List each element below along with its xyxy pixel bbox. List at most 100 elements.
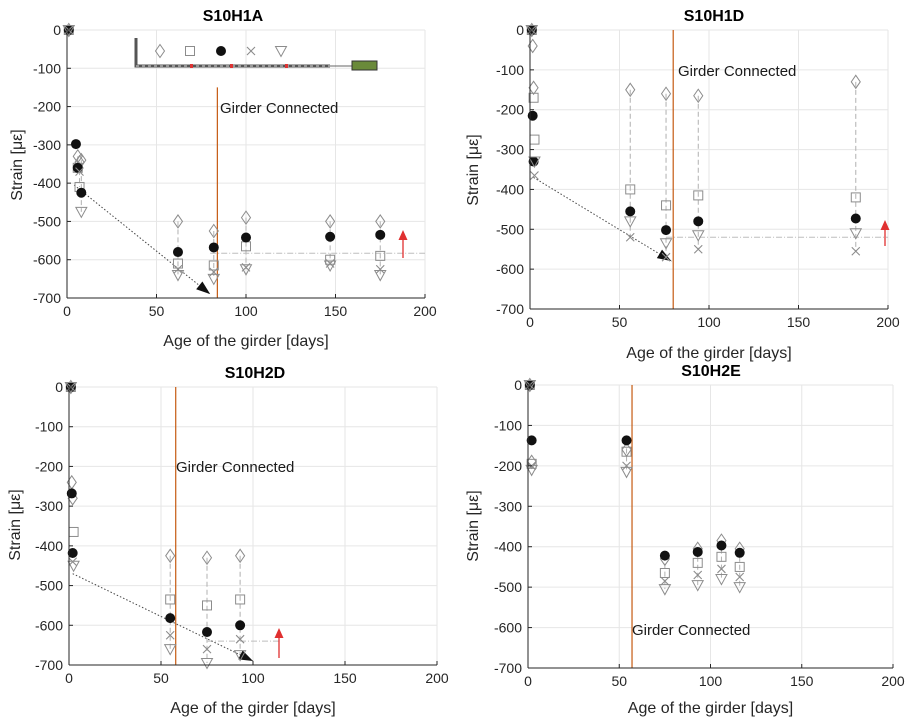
x-tick-label: 50 bbox=[153, 670, 169, 686]
y-tick-label: -500 bbox=[494, 579, 522, 595]
y-tick-label: 0 bbox=[516, 22, 524, 38]
data-point-filled-circle bbox=[375, 229, 386, 240]
data-point-x bbox=[173, 264, 183, 274]
gauge-marker bbox=[285, 64, 288, 68]
data-point-x bbox=[530, 171, 539, 180]
x-axis-label: Age of the girder [days] bbox=[626, 345, 791, 362]
data-point-filled-circle bbox=[208, 242, 219, 253]
data-point-triangle-down bbox=[733, 582, 747, 594]
data-point-square bbox=[661, 200, 672, 211]
data-point-triangle-down bbox=[67, 560, 80, 573]
data-point-square bbox=[526, 458, 537, 469]
data-point-triangle-down bbox=[200, 658, 214, 670]
y-tick-label: -300 bbox=[35, 498, 63, 514]
data-point-triangle-down bbox=[691, 230, 705, 242]
y-tick-label: 0 bbox=[514, 377, 522, 393]
data-point-filled-circle bbox=[716, 540, 727, 551]
sensor-box bbox=[351, 60, 378, 71]
data-point-filled-circle bbox=[241, 232, 251, 243]
gauge-marker bbox=[190, 64, 193, 68]
chart-title: S10H1A bbox=[203, 8, 264, 25]
data-point-filled-circle bbox=[692, 546, 703, 557]
data-point-triangle-down bbox=[62, 25, 76, 37]
data-point-triangle-down bbox=[525, 25, 539, 37]
trend-line bbox=[533, 177, 672, 262]
data-point-triangle-down bbox=[233, 650, 247, 662]
y-tick-label: -700 bbox=[33, 290, 61, 306]
data-point-square bbox=[850, 192, 861, 203]
data-point-filled-circle bbox=[165, 613, 176, 624]
data-point-triangle-down bbox=[691, 580, 705, 592]
chart-panel-2: 0 50 100 150 200 0 -100 -200 -300 -400 -500 -600 -70… bbox=[465, 8, 900, 362]
data-point-x bbox=[735, 572, 745, 582]
y-tick-label: -300 bbox=[33, 137, 61, 153]
data-point-filled-circle bbox=[76, 187, 87, 198]
data-point-square bbox=[659, 567, 670, 578]
y-tick-label: -200 bbox=[494, 458, 522, 474]
data-point-filled-circle bbox=[67, 548, 78, 559]
y-tick-label: -700 bbox=[35, 657, 63, 673]
y-tick-label: 0 bbox=[55, 379, 63, 395]
data-point-square bbox=[202, 600, 212, 611]
data-point-triangle-down bbox=[171, 270, 185, 282]
x-tick-label: 0 bbox=[524, 673, 532, 689]
y-tick-label: -700 bbox=[496, 301, 524, 317]
y-tick-label: -500 bbox=[496, 221, 524, 237]
data-point-square bbox=[693, 190, 704, 201]
y-tick-label: -300 bbox=[494, 498, 522, 514]
data-point-filled-circle bbox=[172, 247, 183, 258]
data-point-triangle-down bbox=[528, 156, 541, 169]
data-point-triangle-down bbox=[323, 260, 337, 272]
red-arrow-head bbox=[274, 628, 284, 638]
data-point-square bbox=[208, 260, 219, 271]
data-point-triangle-down bbox=[620, 466, 633, 479]
chart-title: S10H1D bbox=[684, 8, 744, 25]
y-axis-label: Strain [με] bbox=[7, 489, 24, 560]
y-tick-label: -400 bbox=[35, 538, 63, 554]
y-tick-label: -500 bbox=[33, 213, 61, 229]
data-point-triangle-down bbox=[373, 270, 387, 282]
x-tick-label: 100 bbox=[241, 670, 265, 686]
data-point-filled-circle bbox=[734, 547, 745, 558]
data-point-filled-circle bbox=[235, 620, 246, 631]
data-point-square bbox=[734, 561, 745, 572]
girder-connected-label: Girder Connected bbox=[678, 63, 796, 80]
data-point-filled-circle bbox=[621, 435, 632, 446]
data-point-triangle-down bbox=[623, 216, 637, 228]
data-point-diamond bbox=[172, 214, 184, 229]
data-point-square bbox=[528, 92, 539, 103]
data-point-triangle-down bbox=[64, 382, 78, 394]
y-tick-label: -100 bbox=[33, 60, 61, 76]
y-tick-label: -400 bbox=[33, 175, 61, 191]
trend-line bbox=[73, 184, 211, 295]
data-point-diamond bbox=[240, 210, 252, 225]
x-tick-label: 150 bbox=[790, 673, 814, 689]
chart-panel-1: 0 50 100 150 200 0 -100 -200 -300 -400 -500 -600 -70… bbox=[9, 8, 437, 350]
data-point-diamond bbox=[235, 548, 246, 564]
gauge-marker bbox=[230, 64, 233, 68]
data-point-x bbox=[693, 570, 703, 580]
data-point-square bbox=[692, 557, 703, 568]
data-point-filled-circle bbox=[70, 139, 81, 150]
x-tick-label: 200 bbox=[881, 673, 905, 689]
y-tick-label: -600 bbox=[35, 617, 63, 633]
y-tick-label: -700 bbox=[494, 660, 522, 676]
x-tick-label: 100 bbox=[697, 314, 721, 330]
legend-triangle-down bbox=[274, 46, 288, 58]
x-tick-label: 150 bbox=[787, 314, 811, 330]
data-point-diamond bbox=[208, 223, 219, 239]
x-tick-label: 200 bbox=[413, 303, 437, 319]
data-point-x bbox=[375, 264, 385, 274]
y-tick-label: -200 bbox=[496, 102, 524, 118]
data-point-x bbox=[851, 246, 861, 256]
x-tick-label: 150 bbox=[324, 303, 348, 319]
legend-square bbox=[185, 46, 195, 56]
y-tick-label: -500 bbox=[35, 578, 63, 594]
x-tick-label: 200 bbox=[425, 670, 449, 686]
data-point-diamond bbox=[528, 80, 539, 96]
data-point-filled-circle bbox=[850, 213, 861, 224]
data-point-filled-circle bbox=[202, 627, 212, 638]
chart-panel-4: 0 50 100 150 200 0 -100 -200 -300 -400 -500 -600 -70… bbox=[465, 363, 905, 717]
data-point-filled-circle bbox=[66, 488, 77, 499]
red-arrow-head bbox=[880, 220, 890, 230]
